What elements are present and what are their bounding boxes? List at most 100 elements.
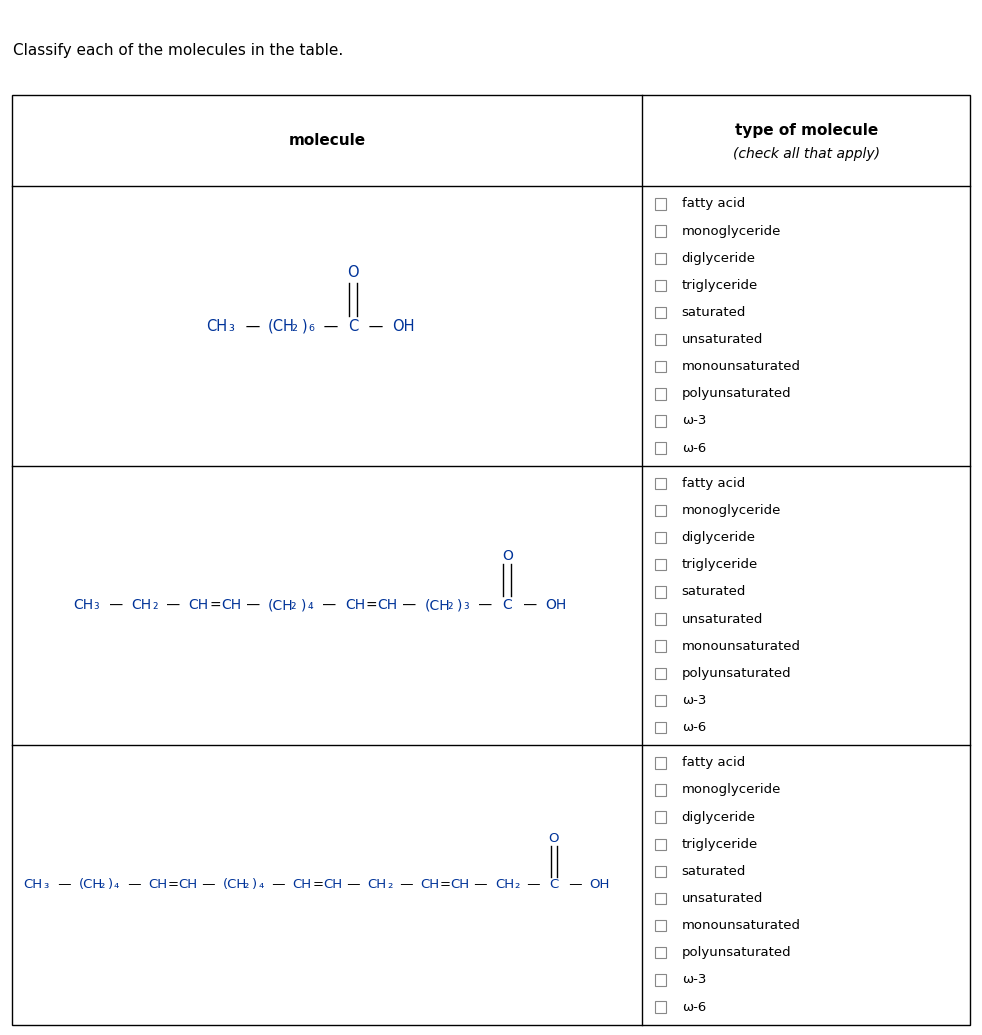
Text: =: = [209,598,221,613]
Text: ω-3: ω-3 [682,973,706,986]
Text: ω-3: ω-3 [682,693,706,707]
Bar [655,361,666,373]
Text: fatty acid: fatty acid [682,757,745,769]
Text: ₂: ₂ [244,879,248,891]
Text: diglyceride: diglyceride [682,810,756,824]
Text: O: O [348,265,359,279]
Text: C: C [549,879,559,891]
Text: —: — [398,598,420,613]
Text: triglyceride: triglyceride [682,837,758,851]
Text: ₃: ₃ [93,598,99,613]
Bar [655,758,666,769]
Bar [655,226,666,237]
Text: ₂: ₂ [515,879,519,891]
Bar [655,614,666,625]
Text: ₃: ₃ [464,598,469,613]
Bar [655,694,666,706]
Text: diglyceride: diglyceride [682,252,756,265]
Text: —: — [343,879,364,891]
Bar [655,253,666,264]
Text: C: C [503,598,513,613]
Bar [655,415,666,426]
Text: ₃: ₃ [43,879,48,891]
Text: (CH: (CH [223,879,247,891]
Text: saturated: saturated [682,306,746,319]
Text: ₃: ₃ [228,319,234,333]
Text: polyunsaturated: polyunsaturated [682,387,791,401]
Text: ): ) [457,598,463,613]
Text: —: — [124,879,145,891]
Bar [655,811,666,823]
Text: =: = [312,879,323,891]
Text: O: O [502,549,513,563]
Text: monoglyceride: monoglyceride [682,783,781,797]
Bar [655,893,666,905]
Text: —: — [162,598,185,613]
Text: =: = [168,879,179,891]
Text: CH: CH [24,879,42,891]
Text: triglyceride: triglyceride [682,558,758,571]
Bar [655,974,666,985]
Text: ): ) [301,319,307,333]
Text: CH: CH [345,598,365,613]
Text: (CH: (CH [268,319,295,333]
Text: =: = [365,598,377,613]
Text: ω-6: ω-6 [682,442,706,454]
Bar [655,920,666,932]
Bar [655,505,666,516]
Text: CH: CH [367,879,386,891]
Text: —: — [523,879,545,891]
Bar [655,586,666,597]
Text: ₄: ₄ [258,879,263,891]
Text: saturated: saturated [682,865,746,878]
Text: —: — [319,319,344,333]
Bar [655,785,666,796]
Text: —: — [518,598,541,613]
Text: OH: OH [392,319,414,333]
Text: unsaturated: unsaturated [682,892,763,905]
Text: Classify each of the molecules in the table.: Classify each of the molecules in the ta… [13,43,343,58]
Text: —: — [198,879,220,891]
Text: ₂: ₂ [152,598,158,613]
Text: ω-6: ω-6 [682,1001,706,1013]
Text: OH: OH [545,598,567,613]
Text: CH: CH [221,598,242,613]
Text: —: — [241,319,265,333]
Text: CH: CH [73,598,93,613]
Text: triglyceride: triglyceride [682,278,758,292]
Bar [655,668,666,679]
Text: fatty acid: fatty acid [682,198,745,210]
Bar [655,306,666,318]
Text: saturated: saturated [682,586,746,598]
Text: unsaturated: unsaturated [682,613,763,625]
Text: CH: CH [451,879,469,891]
Text: ₄: ₄ [114,879,119,891]
Text: (CH: (CH [268,598,294,613]
Text: —: — [364,319,389,333]
Text: ₂: ₂ [291,598,297,613]
Bar [655,838,666,850]
Text: unsaturated: unsaturated [682,333,763,346]
Text: ₆: ₆ [308,319,314,333]
Text: —: — [470,879,492,891]
Text: monounsaturated: monounsaturated [682,360,800,374]
Text: C: C [348,319,358,333]
Bar [655,442,666,453]
Bar [655,532,666,543]
Text: CH: CH [323,879,342,891]
Bar [12,95,970,1025]
Text: (CH: (CH [79,879,103,891]
Text: —: — [54,879,76,891]
Text: —: — [318,598,341,613]
Text: —: — [242,598,264,613]
Text: ₂: ₂ [447,598,453,613]
Text: —: — [565,879,586,891]
Text: CH: CH [377,598,398,613]
Bar [655,199,666,210]
Bar [655,388,666,400]
Bar [655,559,666,570]
Text: CH: CH [495,879,514,891]
Text: monoglyceride: monoglyceride [682,504,781,518]
Bar [655,641,666,652]
Text: CH: CH [293,879,311,891]
